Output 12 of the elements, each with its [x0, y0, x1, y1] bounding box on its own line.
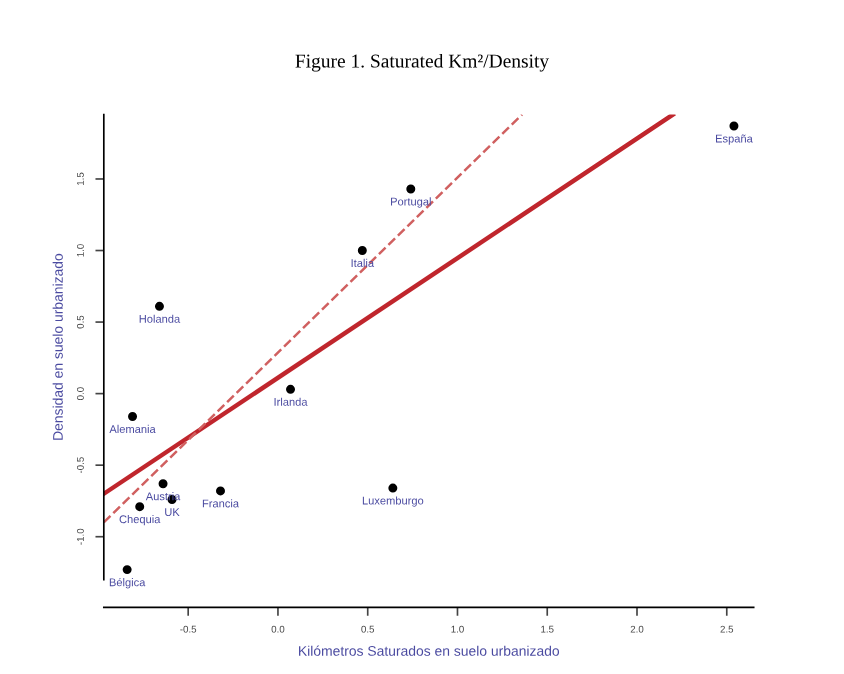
point: [286, 384, 296, 394]
chart-title: Figure 1. Saturated Km²/Density: [295, 53, 550, 72]
point: [135, 502, 145, 512]
point: [388, 483, 398, 493]
point: [216, 486, 225, 496]
point: [122, 565, 132, 575]
point: [128, 412, 138, 422]
point: [158, 479, 168, 489]
point: [357, 246, 367, 256]
point: [154, 301, 164, 311]
point: [729, 121, 739, 131]
point: [406, 184, 416, 194]
